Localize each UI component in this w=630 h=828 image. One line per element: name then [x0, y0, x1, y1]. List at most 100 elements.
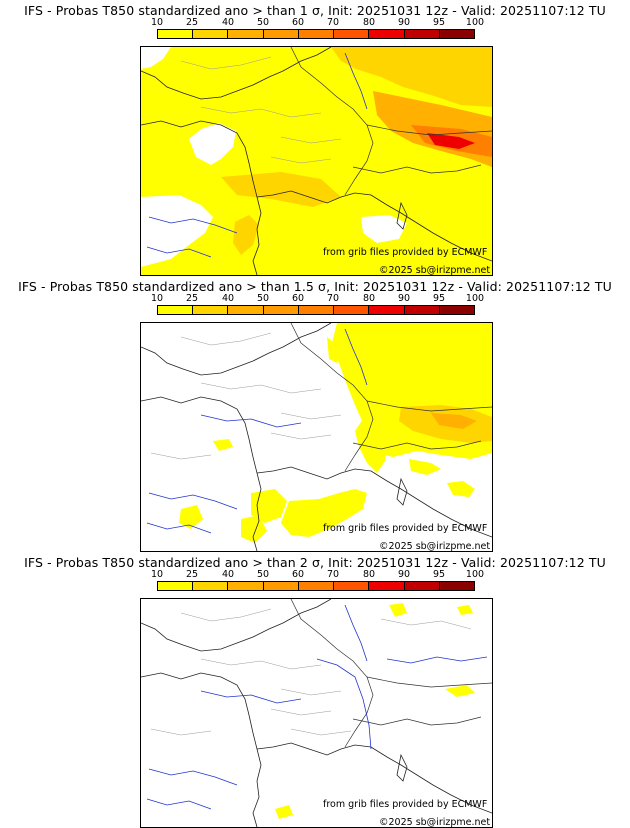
source-note: from grib files provided by ECMWF [323, 799, 488, 810]
colorbar-tick: 95 [432, 293, 446, 304]
colorbar-segment [228, 582, 264, 590]
colorbar-tick: 10 [150, 293, 164, 304]
probability-area-yellow [409, 459, 441, 475]
colorbar-segment [263, 582, 299, 590]
colorbar-segment [439, 30, 474, 38]
colorbar-segment [158, 30, 194, 38]
colorbar-ticks: 10 25 40 50 60 70 80 90 95 100 [143, 17, 497, 29]
probability-area-orange [331, 47, 492, 107]
colorbar-tick: 100 [465, 17, 485, 28]
probability-area-yellow [281, 489, 367, 537]
probability-area-yellow [457, 605, 473, 615]
probability-map: from grib files provided by ECMWF ©2025 … [140, 598, 493, 828]
colorbar-tick: 25 [185, 569, 199, 580]
map-graphic [141, 323, 492, 551]
colorbar-segment [439, 306, 474, 314]
colorbar-segment [369, 306, 405, 314]
colorbar-tick: 60 [291, 569, 305, 580]
colorbar-segment [193, 30, 229, 38]
colorbar-segment [263, 306, 299, 314]
colorbar-tick: 25 [185, 293, 199, 304]
map-panel-1: IFS - Probas T850 standardized ano > tha… [0, 0, 630, 276]
colorbar-segment [334, 306, 370, 314]
colorbar-tick: 90 [397, 17, 411, 28]
colorbar-segment [298, 306, 335, 314]
colorbar-tick: 95 [432, 17, 446, 28]
colorbar-tick: 25 [185, 17, 199, 28]
probability-area-red [427, 133, 475, 149]
probability-area-yellow [389, 603, 407, 617]
copyright: ©2025 sb@irizpme.net [379, 817, 491, 828]
colorbar-tick: 70 [326, 17, 340, 28]
colorbar-segment [369, 582, 405, 590]
colorbar-tick: 40 [221, 569, 235, 580]
colorbar-tick: 80 [362, 293, 376, 304]
colorbar [157, 29, 475, 39]
colorbar-segment [404, 30, 440, 38]
colorbar-tick: 40 [221, 293, 235, 304]
probability-area-yellow [327, 337, 339, 363]
map-panel-2: IFS - Probas T850 standardized ano > tha… [0, 276, 630, 552]
colorbar-segment [298, 30, 335, 38]
colorbar-segment [369, 30, 405, 38]
colorbar-segment [404, 306, 440, 314]
probability-area-yellow [275, 805, 293, 819]
map-graphic [141, 47, 492, 275]
colorbar-tick: 70 [326, 293, 340, 304]
colorbar-tick: 70 [326, 569, 340, 580]
probability-area-yellow [355, 419, 387, 473]
colorbar-tick: 50 [256, 293, 270, 304]
probability-area-yellow [241, 515, 267, 543]
colorbar-segment [334, 30, 370, 38]
colorbar-segment [263, 30, 299, 38]
copyright: ©2025 sb@irizpme.net [379, 265, 491, 276]
probability-area-orange [431, 413, 477, 429]
colorbar-segment [439, 582, 474, 590]
source-note: from grib files provided by ECMWF [323, 523, 488, 534]
colorbar-segment [228, 306, 264, 314]
colorbar-ticks: 10 25 40 50 60 70 80 90 95 100 [143, 569, 497, 581]
probability-area-yellow [447, 481, 475, 497]
colorbar-segment [158, 306, 194, 314]
colorbar-tick: 90 [397, 569, 411, 580]
probability-map: from grib files provided by ECMWF ©2025 … [140, 46, 493, 276]
colorbar-segment [193, 306, 229, 314]
colorbar-tick: 100 [465, 569, 485, 580]
colorbar-segment [334, 582, 370, 590]
colorbar-tick: 50 [256, 17, 270, 28]
colorbar-segment [298, 582, 335, 590]
panel-title: IFS - Probas T850 standardized ano > tha… [24, 3, 606, 18]
probability-area-yellow [445, 685, 475, 697]
colorbar-tick: 90 [397, 293, 411, 304]
colorbar-tick: 95 [432, 569, 446, 580]
panel-title: IFS - Probas T850 standardized ano > tha… [18, 279, 612, 294]
colorbar-tick: 80 [362, 17, 376, 28]
colorbar-tick: 40 [221, 17, 235, 28]
source-note: from grib files provided by ECMWF [323, 247, 488, 258]
colorbar-tick: 10 [150, 17, 164, 28]
no-data-area [141, 195, 213, 267]
probability-area-yellow [213, 439, 233, 451]
colorbar-tick: 60 [291, 17, 305, 28]
no-data-area [141, 47, 171, 69]
colorbar-segment [404, 582, 440, 590]
probability-map: from grib files provided by ECMWF ©2025 … [140, 322, 493, 552]
colorbar-segment [193, 582, 229, 590]
colorbar-tick: 50 [256, 569, 270, 580]
colorbar-tick: 100 [465, 293, 485, 304]
map-panel-3: IFS - Probas T850 standardized ano > tha… [0, 552, 630, 828]
copyright: ©2025 sb@irizpme.net [379, 541, 491, 552]
colorbar-tick: 60 [291, 293, 305, 304]
probability-area-orange [221, 172, 341, 207]
colorbar [157, 305, 475, 315]
panel-title: IFS - Probas T850 standardized ano > tha… [24, 555, 606, 570]
map-graphic [141, 599, 492, 827]
probability-area-yellow [251, 489, 287, 523]
no-data-area [189, 123, 236, 165]
probability-area-orange [233, 215, 259, 255]
colorbar-segment [228, 30, 264, 38]
colorbar-segment [158, 582, 194, 590]
colorbar-tick: 80 [362, 569, 376, 580]
colorbar-ticks: 10 25 40 50 60 70 80 90 95 100 [143, 293, 497, 305]
probability-area-yellow [179, 505, 203, 529]
